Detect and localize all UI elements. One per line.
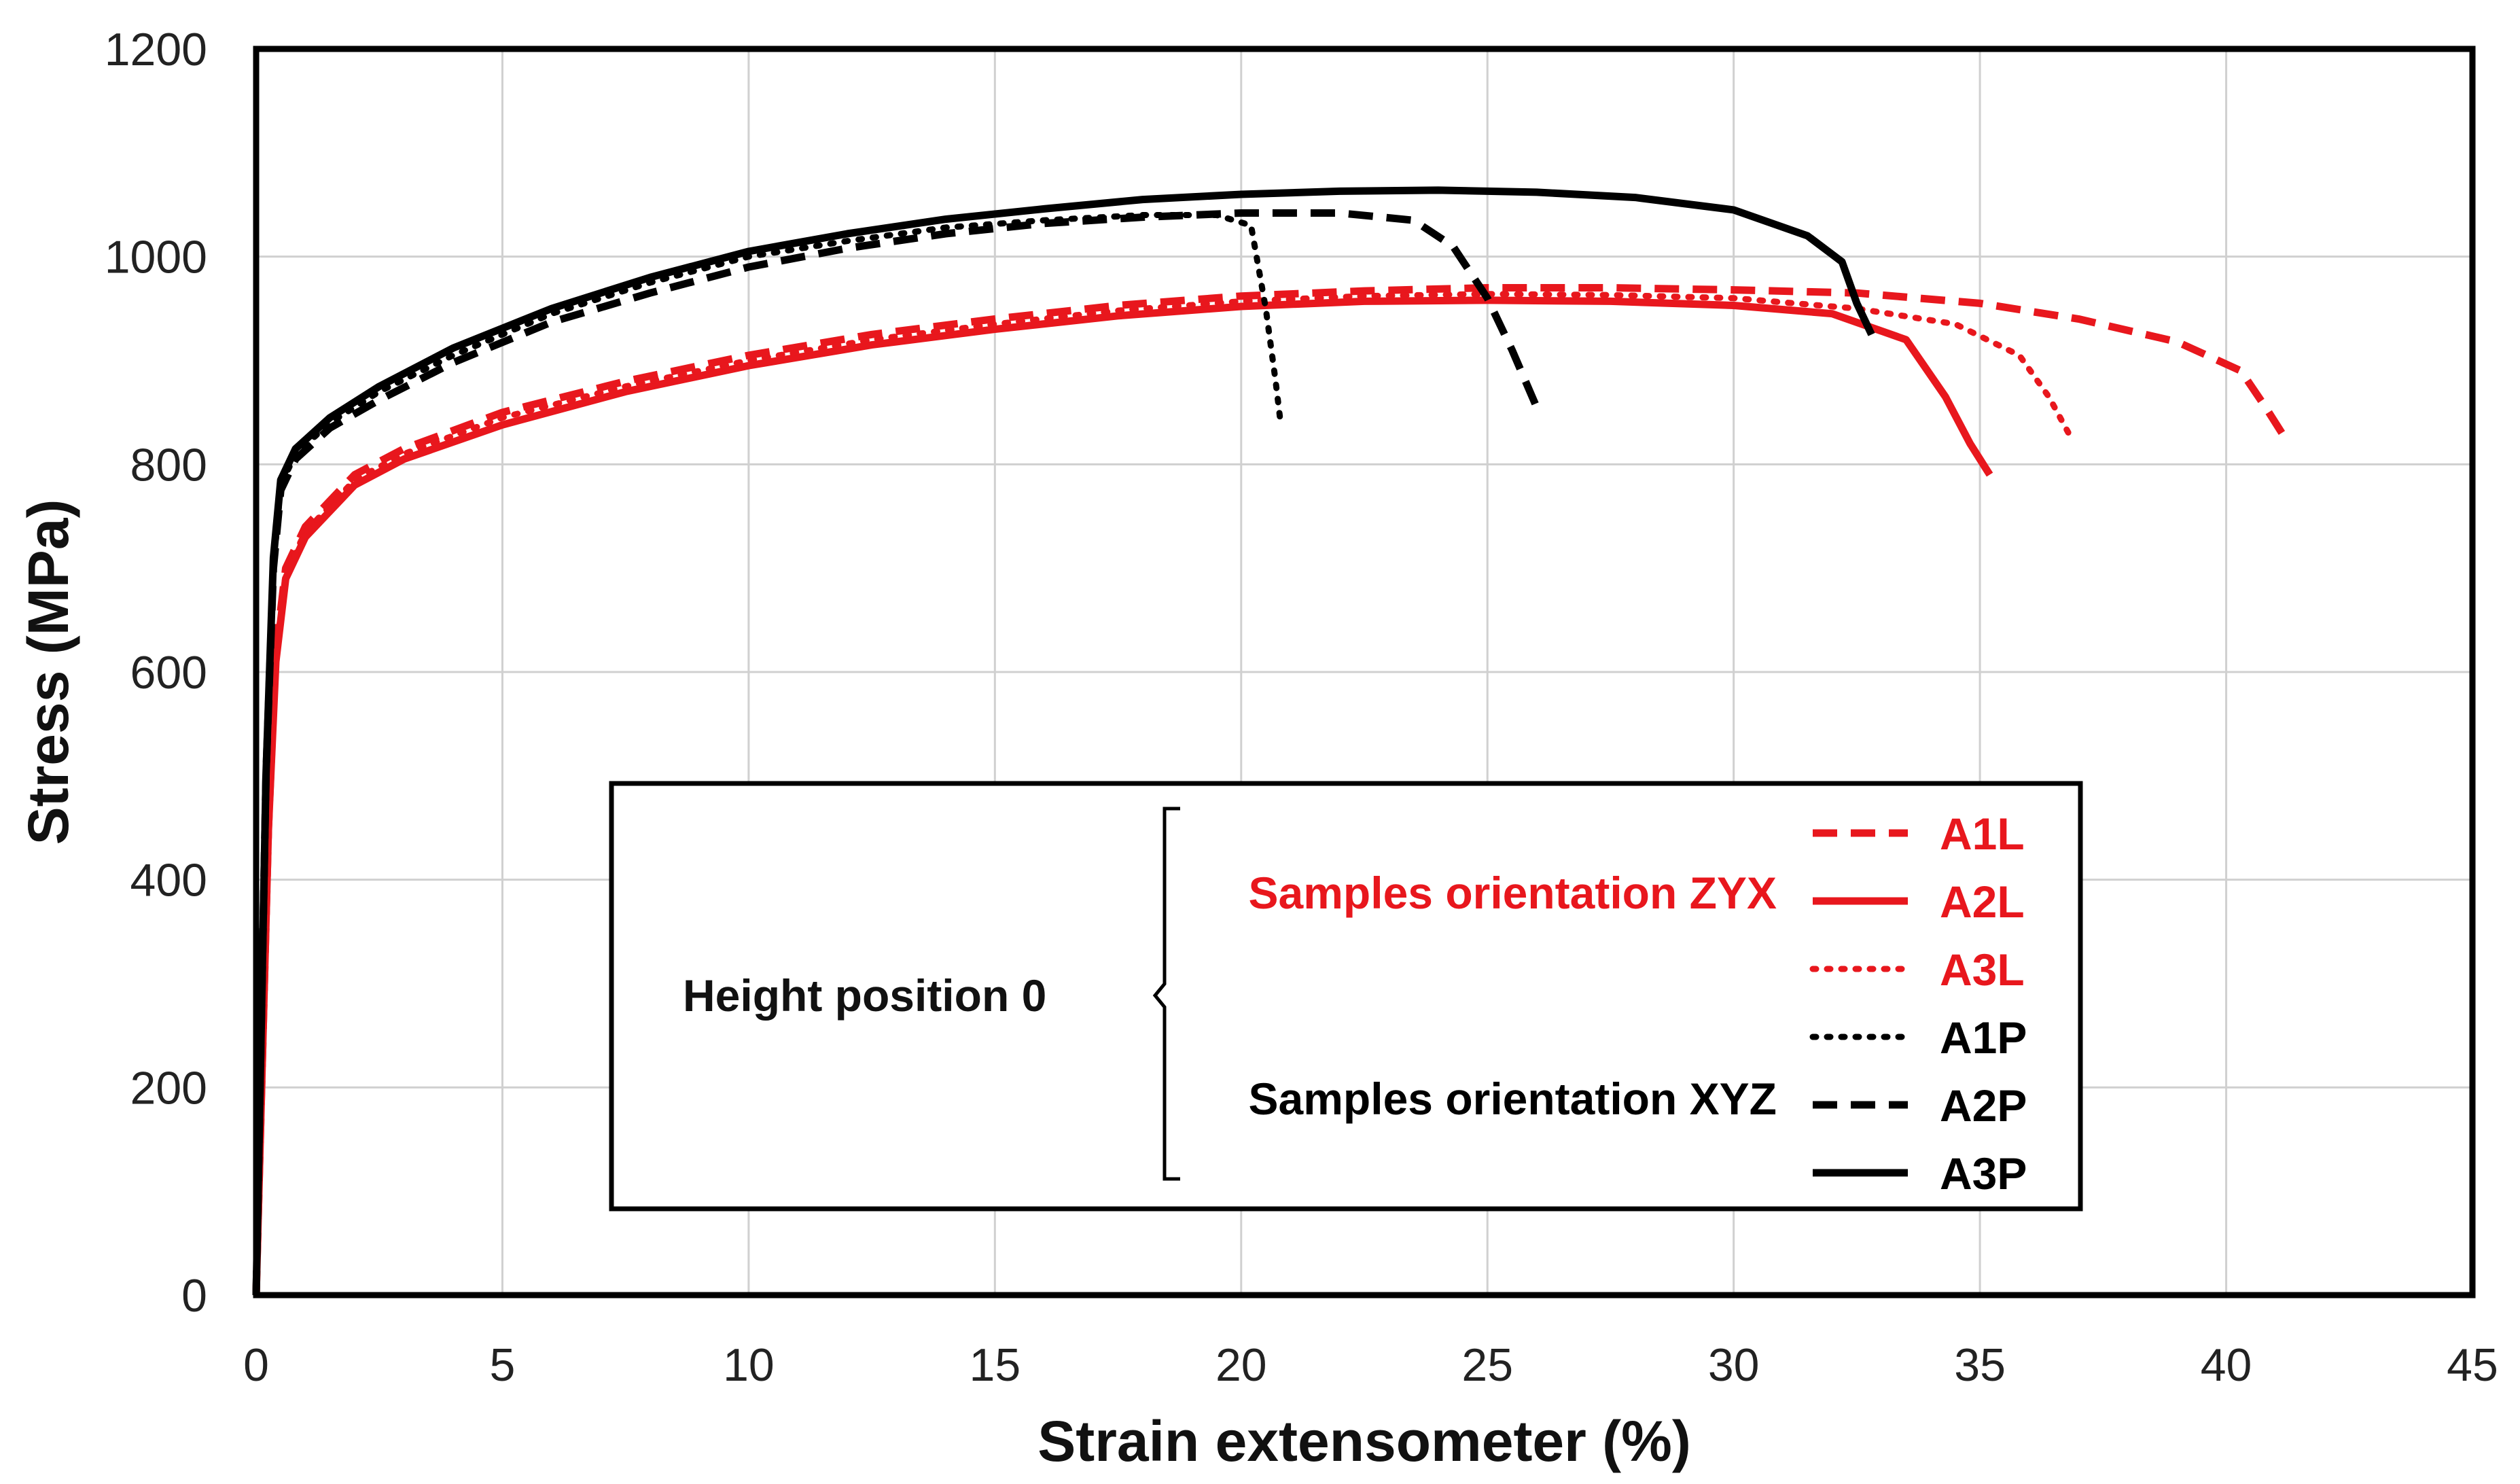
series-line-a2p (252, 209, 1540, 1296)
y-tick-label: 800 (130, 439, 207, 491)
x-tick-label: 45 (2447, 1339, 2498, 1391)
series-lines (252, 186, 2289, 1298)
x-tick-label: 20 (1215, 1339, 1267, 1391)
y-axis-title: Stress (MPa) (16, 499, 80, 845)
legend-subgroup-xyz: Samples orientation XYZ (1249, 1074, 1777, 1124)
y-tick-label: 1000 (105, 232, 207, 283)
x-tick-label: 35 (1954, 1339, 2006, 1391)
legend-box (609, 781, 2083, 1212)
x-tick-label: 40 (2201, 1339, 2252, 1391)
legend-label-a1l: A1L (1940, 809, 2025, 859)
legend-entries: A1L A2L A3L A1P A2P A3P (1809, 809, 2027, 1199)
x-tick-label: 0 (243, 1339, 269, 1391)
series-line-a2l (252, 296, 1993, 1296)
y-tick-labels: 0 200 400 600 800 1000 1200 (105, 24, 207, 1322)
x-tick-label: 10 (723, 1339, 775, 1391)
x-axis-title: Strain extensometer (%) (1037, 1409, 1691, 1473)
legend: Height position 0 Samples orientation ZY… (609, 781, 2083, 1212)
x-tick-label: 30 (1708, 1339, 1760, 1391)
x-tick-label: 5 (490, 1339, 516, 1391)
x-tick-label: 25 (1461, 1339, 1513, 1391)
legend-subgroup-zyx: Samples orientation ZYX (1249, 868, 1777, 918)
y-tick-label: 200 (130, 1062, 207, 1114)
legend-label-a1p: A1P (1940, 1012, 2027, 1063)
legend-group-label: Height position 0 (683, 970, 1046, 1021)
legend-brace (1152, 807, 1180, 1181)
series-line-a1l (252, 284, 2289, 1296)
x-tick-labels: 0 5 10 15 20 25 30 35 40 45 (243, 1339, 2498, 1391)
legend-label-a3l: A3L (1940, 944, 2025, 995)
y-tick-label: 400 (130, 855, 207, 906)
x-tick-label: 15 (970, 1339, 1021, 1391)
y-tick-label: 600 (130, 647, 207, 699)
plot-frame (253, 46, 2476, 1298)
legend-label-a2l: A2L (1940, 877, 2025, 927)
legend-label-a2p: A2P (1940, 1080, 2027, 1131)
series-line-a3p (252, 186, 1875, 1296)
y-tick-label: 1200 (105, 24, 207, 75)
legend-label-a3p: A3P (1940, 1148, 2027, 1199)
y-tick-label: 0 (181, 1270, 207, 1322)
series-line-a3l (253, 291, 2072, 1298)
